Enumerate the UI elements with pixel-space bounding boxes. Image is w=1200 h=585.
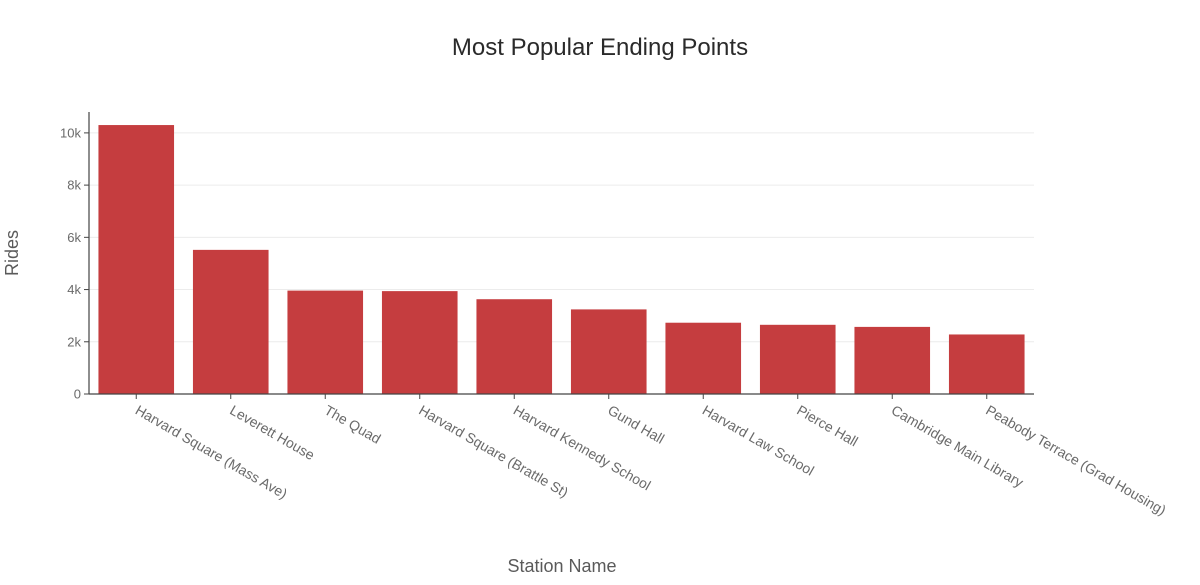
bar	[192, 249, 269, 394]
x-tick-label: The Quad	[322, 402, 384, 447]
y-tick-label: 10k	[60, 125, 81, 140]
bar	[759, 324, 836, 394]
x-tick-label: Pierce Hall	[794, 402, 861, 450]
bars	[98, 125, 1025, 395]
bar	[570, 309, 647, 394]
y-axis-ticks: 0 2k 4k 6k 8k 10k	[60, 125, 89, 402]
y-tick-label: 4k	[67, 282, 81, 297]
bar	[854, 326, 931, 394]
y-tick-label: 2k	[67, 334, 81, 349]
y-tick-label: 6k	[67, 230, 81, 245]
y-axis-title: Rides	[2, 230, 22, 276]
axes	[88, 112, 1034, 395]
x-axis-ticks: Harvard Square (Mass Ave)Leverett House T…	[133, 394, 1169, 518]
bar	[287, 290, 364, 394]
x-tick-label: Harvard Square (Brattle St)	[416, 402, 571, 501]
bar	[948, 334, 1025, 394]
y-tick-label: 0	[74, 387, 81, 402]
bar	[98, 125, 175, 395]
x-axis-title: Station Name	[507, 556, 616, 576]
bar	[665, 322, 742, 394]
x-tick-label: Gund Hall	[605, 402, 667, 447]
bar	[381, 291, 458, 394]
x-tick-label: Harvard Square (Mass Ave)	[133, 402, 290, 502]
bar	[476, 299, 553, 394]
y-tick-label: 8k	[67, 178, 81, 193]
chart-title: Most Popular Ending Points	[452, 34, 748, 61]
x-tick-label: Peabody Terrace (Grad Housing)	[983, 402, 1169, 518]
x-tick-label: Leverett House	[227, 402, 317, 463]
